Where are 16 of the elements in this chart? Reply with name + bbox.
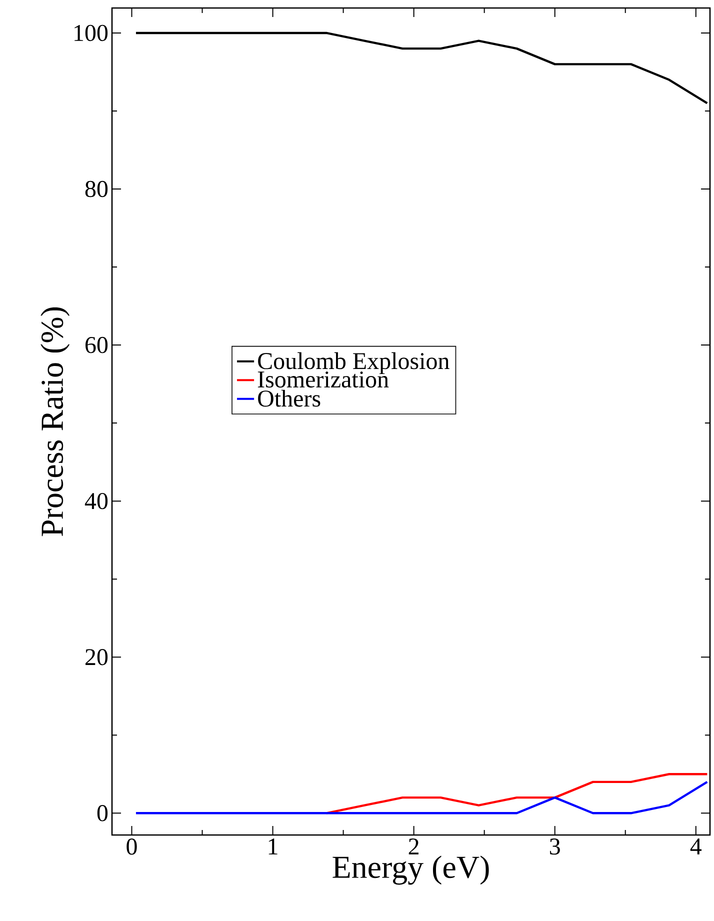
y-axis-title: Process Ratio (%): [40, 307, 70, 536]
x-axis-title: Energy (eV): [332, 856, 489, 885]
y-tick-label: 60: [86, 336, 108, 354]
x-tick-label: 4: [690, 838, 702, 854]
x-tick-label: 3: [550, 838, 560, 855]
y-tick-label: 40: [84, 492, 108, 510]
legend-label: Others: [258, 390, 320, 407]
y-tick-label: 0: [97, 805, 108, 822]
y-tick-label: 100: [74, 24, 108, 42]
x-tick-label: 2: [408, 838, 418, 854]
y-tick-label: 20: [86, 649, 108, 666]
y-tick-label: 80: [85, 180, 108, 198]
x-tick-label: 1: [268, 838, 278, 854]
line-series: [325, 773, 708, 814]
x-tick-label: 0: [126, 838, 137, 855]
legend-label: Isomerization: [258, 371, 389, 388]
